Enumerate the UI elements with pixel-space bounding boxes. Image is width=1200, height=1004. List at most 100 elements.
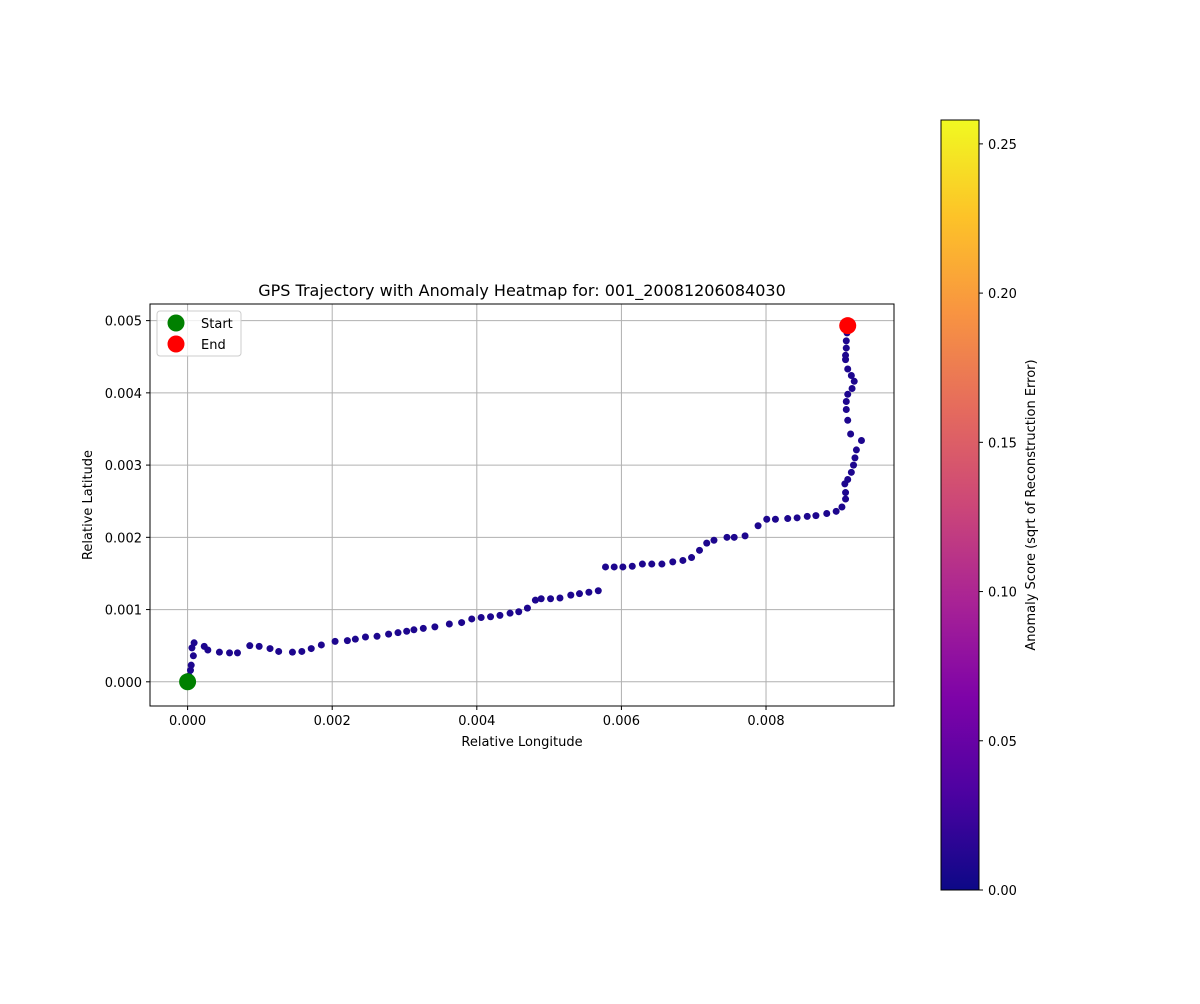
y-tick-label: 0.002	[105, 531, 142, 546]
colorbar-tick-label: 0.25	[988, 138, 1017, 153]
trajectory-point	[506, 609, 514, 617]
trajectory-point	[351, 635, 359, 643]
trajectory-point	[838, 503, 846, 511]
trajectory-point	[515, 608, 523, 616]
trajectory-point	[190, 639, 198, 647]
trajectory-point	[317, 641, 325, 649]
trajectory-point	[445, 620, 453, 628]
trajectory-point	[394, 629, 402, 637]
trajectory-point	[619, 563, 627, 571]
trajectory-point	[628, 562, 636, 570]
trajectory-point	[410, 626, 418, 634]
colorbar-ticks: 0.00 0.05 0.10 0.15 0.20 0.25	[979, 138, 1017, 899]
trajectory-point	[803, 512, 811, 520]
trajectory-point	[723, 533, 731, 541]
x-axis-ticks: 0.000 0.002 0.004 0.006 0.008	[169, 706, 785, 729]
trajectory-point	[431, 623, 439, 631]
trajectory-point	[575, 590, 583, 598]
trajectory-point	[679, 556, 687, 564]
colorbar-label: Anomaly Score (sqrt of Reconstruction Er…	[1024, 359, 1039, 650]
trajectory-point	[696, 546, 704, 554]
trajectory-point	[847, 430, 855, 438]
trajectory-point	[784, 515, 792, 523]
trajectory-point	[331, 637, 339, 645]
trajectory-point	[844, 390, 852, 398]
trajectory-point	[851, 454, 859, 462]
trajectory-point	[648, 560, 656, 568]
y-tick-label: 0.003	[105, 459, 142, 474]
legend-start-label: Start	[201, 317, 233, 332]
trajectory-point	[275, 647, 283, 655]
trajectory-point	[189, 652, 197, 660]
y-axis-label: Relative Latitude	[81, 450, 96, 560]
trajectory-point	[688, 554, 696, 562]
y-axis-ticks: 0.000 0.001 0.002 0.003 0.004 0.005	[105, 315, 150, 691]
trajectory-point	[669, 558, 677, 566]
trajectory-point	[594, 587, 602, 595]
colorbar-tick-label: 0.10	[988, 586, 1017, 601]
trajectory-point	[373, 632, 381, 640]
trajectory-point	[658, 560, 666, 568]
trajectory-point	[255, 642, 263, 650]
colorbar: 0.00 0.05 0.10 0.15 0.20 0.25 Anomaly Score (…	[940, 119, 1039, 899]
trajectory-point	[847, 372, 855, 380]
trajectory-point	[610, 563, 618, 571]
x-tick-label: 0.006	[603, 714, 640, 729]
trajectory-point	[403, 627, 411, 635]
trajectory-point	[547, 595, 555, 603]
trajectory-point	[844, 365, 852, 373]
trajectory-point	[812, 512, 820, 520]
x-axis-label: Relative Longitude	[461, 735, 582, 750]
colorbar-gradient	[940, 119, 980, 891]
trajectory-point	[852, 446, 860, 454]
trajectory-point	[844, 476, 852, 484]
trajectory-point	[537, 595, 545, 603]
trajectory-point	[307, 645, 315, 653]
legend: Start End	[156, 310, 242, 357]
trajectory-point	[361, 633, 369, 641]
trajectory-point	[741, 532, 749, 540]
trajectory-point	[730, 533, 738, 541]
colorbar-tick-label: 0.00	[988, 884, 1017, 899]
y-tick-label: 0.004	[105, 387, 142, 402]
trajectory-points	[184, 329, 865, 689]
trajectory-point	[468, 615, 476, 623]
trajectory-point	[793, 514, 801, 522]
trajectory-point	[848, 385, 856, 393]
colorbar-tick-label: 0.15	[988, 436, 1017, 451]
x-tick-label: 0.004	[458, 714, 495, 729]
colorbar-tick-label: 0.05	[988, 735, 1017, 750]
trajectory-point	[187, 661, 195, 669]
trajectory-point	[703, 539, 711, 547]
colorbar-tick-label: 0.20	[988, 287, 1017, 302]
trajectory-point	[763, 515, 771, 523]
legend-end-label: End	[201, 338, 226, 353]
grid	[150, 304, 894, 706]
trajectory-point	[215, 648, 223, 656]
trajectory-point	[477, 614, 485, 622]
trajectory-point	[832, 507, 840, 515]
trajectory-point	[842, 495, 850, 503]
y-tick-label: 0.001	[105, 604, 142, 619]
trajectory-point	[771, 515, 779, 523]
trajectory-point	[850, 377, 858, 385]
trajectory-point	[567, 591, 575, 599]
trajectory-point	[246, 642, 254, 650]
legend-end-marker	[167, 335, 185, 353]
trajectory-point	[385, 630, 393, 638]
trajectory-point	[531, 596, 539, 604]
start-end-markers	[179, 317, 857, 691]
trajectory-point	[602, 563, 610, 571]
trajectory-point	[847, 468, 855, 476]
trajectory-point	[585, 588, 593, 596]
trajectory-point	[288, 648, 296, 656]
trajectory-point	[638, 560, 646, 568]
trajectory-point	[842, 405, 850, 413]
plot-frame	[149, 303, 895, 707]
trajectory-point	[523, 604, 531, 612]
trajectory-point	[343, 637, 351, 645]
end-marker	[839, 317, 857, 335]
x-tick-label: 0.002	[314, 714, 351, 729]
